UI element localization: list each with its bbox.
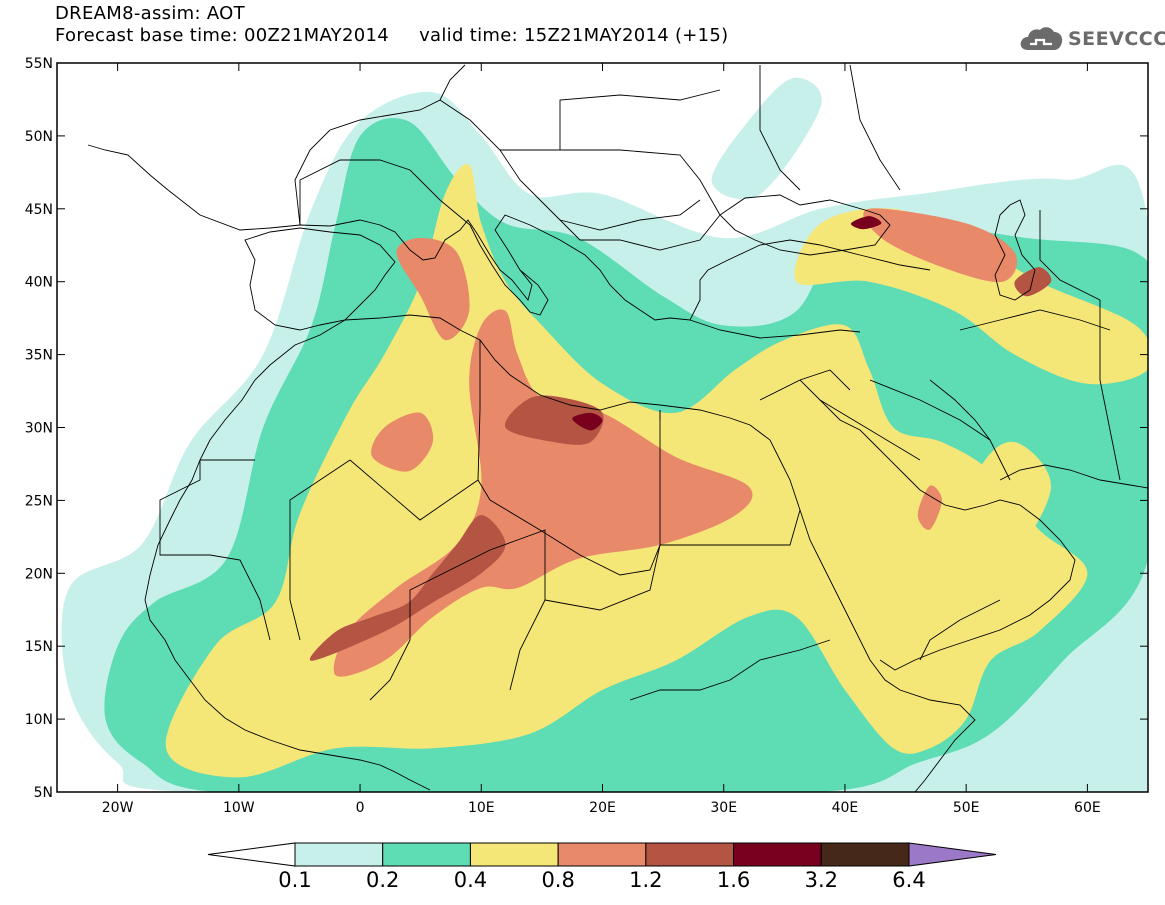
lon-tick-label: 10W [223,800,255,816]
lat-tick-label: 20N [25,566,53,582]
colorbar-swatch [557,842,647,867]
axis-ticks: 55N 50N 45N 40N 35N 30N 25N 20N 15N 10N 5N 20W 10W 0 1… [25,56,1148,816]
colorbar-swatch [820,842,910,867]
colorbar-swatch [469,842,559,867]
logo-text: SEEVCCC [1068,28,1165,50]
colorbar-level-label: 3.2 [804,868,838,892]
aot-contour-1_2 [309,515,506,661]
lon-tick-label: 40E [832,800,859,816]
lon-tick-label: 50E [953,800,980,816]
lon-tick-label: 60E [1074,800,1101,816]
aot-contour-0_1 [711,77,822,200]
base-time-label: Forecast base time: 00Z21MAY2014 [55,25,389,46]
colorbar-level-label: 0.4 [453,868,488,892]
colorbar-level-label: 1.2 [629,868,663,892]
aot-contour-1_6 [850,216,882,230]
aot-contour-0_8 [396,238,470,341]
lon-tick-label: 30E [710,800,737,816]
lat-tick-label: 40N [25,275,53,291]
aot-contour-1_6 [572,412,603,431]
colorbar-max-arrow [908,842,997,867]
colorbar-level-label: 6.4 [892,868,926,892]
cloud-icon [1020,27,1063,50]
colorbar [207,842,997,867]
colorbar-swatch [645,842,735,867]
aot-contour-0_8 [371,412,434,472]
aot-contour-0_4 [794,208,1148,385]
country-borders [87,64,1148,792]
colorbar-swatch [382,842,471,867]
aot-contour-0_8 [863,208,1018,283]
lat-tick-label: 5N [34,785,53,801]
lat-tick-label: 30N [25,421,53,437]
lat-tick-label: 35N [25,348,53,364]
lat-tick-label: 50N [25,129,53,145]
lat-tick-label: 45N [25,202,53,218]
aot-field-layer [61,77,1148,792]
aot-contour-0_4 [954,441,1051,603]
valid-time-label: valid time: 15Z21MAY2014 (+15) [419,25,729,46]
map-title: DREAM8-assim: AOT [55,3,245,24]
colorbar-level-label: 0.2 [366,868,400,892]
colorbar-level-label: 0.8 [541,868,575,892]
lat-tick-label: 25N [25,493,53,509]
lat-tick-label: 10N [25,712,53,728]
lat-tick-label: 15N [25,639,53,655]
aot-contour-1_2 [504,395,604,445]
colorbar-swatch [733,842,822,867]
colorbar-min-arrow [207,842,296,867]
colorbar-level-label: 0.1 [278,868,312,892]
colorbar-swatch [294,842,384,867]
lon-tick-label: 20W [102,800,134,816]
aot-contour-1_2 [1014,267,1052,297]
seevccc-logo: SEEVCCC [1018,22,1165,56]
lon-tick-label: 10E [468,800,495,816]
colorbar-level-label: 1.6 [716,868,751,892]
lon-tick-label: 20E [589,800,616,816]
lat-tick-label: 55N [25,56,53,72]
time-info: Forecast base time: 00Z21MAY2014 valid t… [55,26,729,46]
aot-contour-0_8 [917,485,942,530]
lon-tick-label: 0 [356,800,365,816]
